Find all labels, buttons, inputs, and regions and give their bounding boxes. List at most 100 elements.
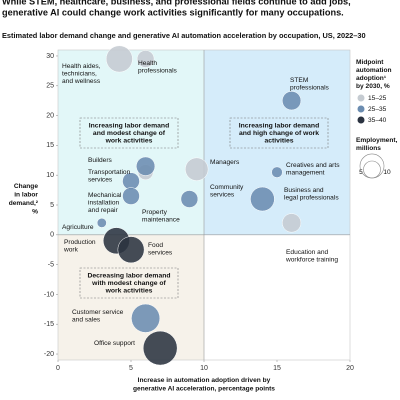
bubble xyxy=(131,303,161,333)
x-axis-label: generative AI acceleration, percentage p… xyxy=(133,385,275,392)
size-legend-label: 10 xyxy=(383,169,391,176)
y-tick-label: -5 xyxy=(48,261,54,268)
size-legend-label: 5 xyxy=(359,169,363,176)
x-axis-label: Increase in automation adoption driven b… xyxy=(138,377,271,384)
legend-label: 25–35 xyxy=(368,106,387,113)
y-tick-label: 0 xyxy=(50,232,54,239)
bubble-label: Property xyxy=(142,209,168,216)
size-legend-circle xyxy=(363,160,381,179)
legend-label: 15–25 xyxy=(368,95,387,102)
bubble-label: Mechanical xyxy=(88,192,122,199)
bubble-label: Food xyxy=(148,242,163,249)
quadrant-box xyxy=(79,267,179,299)
bubble-label: Agriculture xyxy=(62,224,94,231)
subtitle: Estimated labor demand change and genera… xyxy=(2,31,366,40)
bubble-label: Education and xyxy=(286,249,328,256)
quadrant-label: Increasing labor demand xyxy=(89,122,169,129)
quadrant-label: with modest change of xyxy=(91,280,166,287)
bubble-label: installation xyxy=(88,199,119,206)
chart-title: generative AI could change work activiti… xyxy=(2,7,344,17)
quadrant-bg xyxy=(204,50,350,235)
y-tick-label: 20 xyxy=(46,112,54,119)
size-legend-title: Employment, xyxy=(356,137,398,144)
bubble-label: services xyxy=(148,249,173,256)
quadrant-label: and high change of work xyxy=(239,130,319,137)
legend-swatch xyxy=(357,105,365,113)
legend-title: by 2030, % xyxy=(356,83,390,90)
quadrant-box xyxy=(229,117,329,149)
bubble xyxy=(136,156,156,176)
legend-swatch xyxy=(357,116,365,124)
x-tick-label: 10 xyxy=(200,365,208,372)
x-tick-label: 5 xyxy=(129,365,133,372)
y-axis-label: demand,² xyxy=(9,200,39,207)
bubble-label: services xyxy=(210,191,235,198)
bubble-label: services xyxy=(88,176,113,183)
bubble xyxy=(122,187,140,205)
bubble-label: Managers xyxy=(210,159,240,166)
bubble xyxy=(180,190,199,208)
size-legend-title: millions xyxy=(356,145,381,152)
bubble-label: legal professionals xyxy=(284,194,339,201)
bubble xyxy=(271,166,283,178)
quadrant-label: work activities xyxy=(105,137,153,144)
legend-title: Midpoint xyxy=(356,59,384,66)
bubble-label: technicians, xyxy=(62,70,97,77)
bubble xyxy=(136,50,155,68)
bubble-label: Builders xyxy=(88,157,113,164)
quadrant-label: Increasing labor demand xyxy=(239,122,319,129)
quadrant-label: activities xyxy=(264,137,293,144)
bubble xyxy=(142,330,178,366)
bubble-label: Transportation xyxy=(88,169,131,176)
bubble-label: Customer service xyxy=(72,309,124,316)
bubble-label: Health aides, xyxy=(62,63,101,70)
bubble-label: Production xyxy=(64,239,96,246)
y-tick-label: 15 xyxy=(46,142,54,149)
bubble-label: Business and xyxy=(284,187,324,194)
bubble-label: workforce training xyxy=(285,256,338,263)
quadrant-label: and modest change of xyxy=(93,130,166,137)
bubble xyxy=(282,213,302,233)
y-tick-label: 30 xyxy=(46,53,54,60)
quadrant-label: work activities xyxy=(105,287,153,294)
bubble-label: STEM xyxy=(290,77,308,84)
y-axis-label: in labor xyxy=(14,191,38,198)
bubble-label: professionals xyxy=(290,84,330,91)
bubble-label: Office support xyxy=(94,340,135,347)
chart-title: While STEM, healthcare, business, and pr… xyxy=(2,0,351,6)
bubble-label: management xyxy=(286,169,325,176)
quadrant-box xyxy=(79,117,179,149)
legend-title: adoption¹ xyxy=(356,75,386,82)
bubble-label: Creatives and arts xyxy=(286,162,340,169)
y-tick-label: 25 xyxy=(46,83,54,90)
bubble xyxy=(105,45,133,73)
legend-label: 35–40 xyxy=(368,117,387,124)
bubble-label: Community xyxy=(210,184,244,191)
x-tick-label: 15 xyxy=(273,365,281,372)
bubble-label: and repair xyxy=(88,207,118,214)
y-tick-label: 5 xyxy=(50,202,54,209)
bubble-label: maintenance xyxy=(142,216,180,223)
bubble-label: Health xyxy=(138,60,157,67)
bubble-label: professionals xyxy=(138,67,178,74)
bubble-label: and wellness xyxy=(62,78,101,85)
quadrant-label: Decreasing labor demand xyxy=(87,272,170,279)
bubble xyxy=(185,157,209,181)
y-axis-label: Change xyxy=(14,183,39,190)
bubble xyxy=(250,186,275,212)
y-tick-label: -10 xyxy=(44,291,54,298)
bubble xyxy=(117,236,145,264)
bubble-label: work xyxy=(63,246,79,253)
x-tick-label: 20 xyxy=(346,365,354,372)
size-legend-circle xyxy=(359,153,385,179)
legend-swatch xyxy=(357,94,365,102)
y-tick-label: -20 xyxy=(44,351,54,358)
y-axis-label: % xyxy=(32,208,38,215)
legend-title: automation xyxy=(356,67,392,74)
bubble xyxy=(282,91,302,111)
x-tick-label: 0 xyxy=(56,365,60,372)
bubble xyxy=(96,217,107,228)
y-tick-label: -15 xyxy=(44,321,54,328)
y-tick-label: 10 xyxy=(46,172,54,179)
